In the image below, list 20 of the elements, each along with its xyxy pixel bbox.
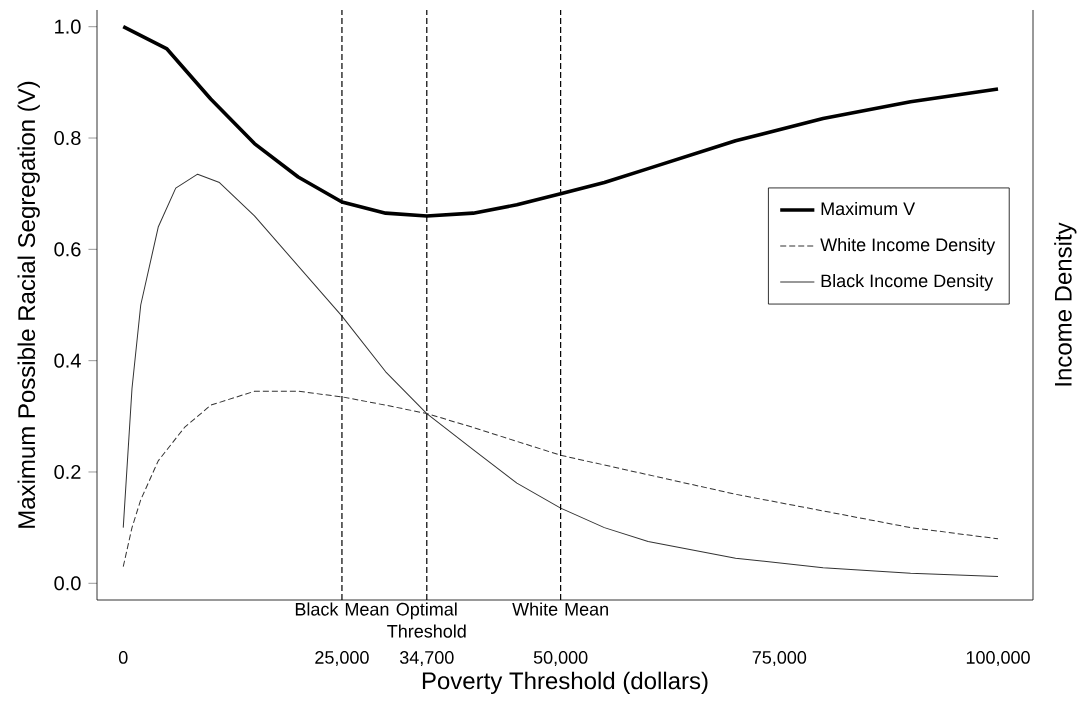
x-axis-title: Poverty Threshold (dollars) — [422, 671, 708, 695]
ref-line-label: White Mean — [512, 602, 608, 616]
ref-line-label: Black Mean — [295, 602, 389, 616]
x-tick-label: 0 — [118, 651, 128, 664]
y2-axis-title: Income Density — [1054, 222, 1077, 386]
x-tick-label: 100,000 — [966, 651, 1030, 666]
x-tick-label: 34,700 — [399, 651, 454, 666]
y-tick-label: 1.0 — [55, 19, 81, 34]
x-tick-label: 50,000 — [533, 651, 588, 666]
y-tick-label: 0.8 — [54, 130, 81, 146]
y-tick-label: 0.6 — [54, 242, 81, 257]
legend-label: Black Income Density — [821, 274, 994, 291]
x-tick-label: 75,000 — [752, 651, 807, 666]
legend-label: White Income Density — [820, 237, 996, 255]
legend-label: Maximum V — [821, 201, 916, 216]
y-tick-label: 0.2 — [54, 464, 81, 480]
y-axis-title: Maximum Possible Racial Segregation (V) — [17, 81, 40, 528]
y-tick-label: 0.4 — [54, 353, 81, 368]
x-tick-label: 25,000 — [315, 651, 369, 666]
y-tick-label: 0.0 — [54, 576, 81, 591]
